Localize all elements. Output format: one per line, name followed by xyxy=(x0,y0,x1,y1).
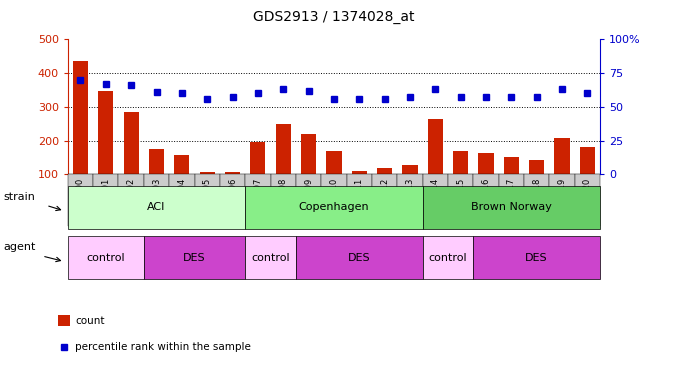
Bar xyxy=(529,160,544,208)
FancyBboxPatch shape xyxy=(346,174,372,226)
Text: GSM92213: GSM92213 xyxy=(405,177,414,223)
Text: DES: DES xyxy=(348,253,371,263)
Text: GSM92216: GSM92216 xyxy=(481,177,490,223)
FancyBboxPatch shape xyxy=(170,174,195,226)
FancyBboxPatch shape xyxy=(220,174,245,226)
Text: GSM92202: GSM92202 xyxy=(127,177,136,223)
Text: GSM92219: GSM92219 xyxy=(557,177,567,223)
FancyBboxPatch shape xyxy=(119,174,144,226)
FancyBboxPatch shape xyxy=(549,174,575,226)
FancyBboxPatch shape xyxy=(448,174,473,226)
Bar xyxy=(453,152,468,208)
FancyBboxPatch shape xyxy=(473,174,498,226)
Text: Copenhagen: Copenhagen xyxy=(298,202,370,212)
Bar xyxy=(174,155,189,208)
Bar xyxy=(301,134,316,208)
Text: control: control xyxy=(87,253,125,263)
Text: GSM92209: GSM92209 xyxy=(304,177,313,223)
Bar xyxy=(276,124,291,208)
Bar xyxy=(199,172,215,208)
FancyBboxPatch shape xyxy=(245,174,271,226)
Text: GSM92208: GSM92208 xyxy=(279,177,287,223)
Bar xyxy=(98,91,113,208)
Text: percentile rank within the sample: percentile rank within the sample xyxy=(75,342,251,352)
FancyBboxPatch shape xyxy=(195,174,220,226)
Text: GSM92203: GSM92203 xyxy=(152,177,161,223)
Text: GSM92220: GSM92220 xyxy=(583,177,592,223)
FancyBboxPatch shape xyxy=(144,174,170,226)
FancyBboxPatch shape xyxy=(372,174,397,226)
Text: GDS2913 / 1374028_at: GDS2913 / 1374028_at xyxy=(253,10,415,24)
Text: GSM92204: GSM92204 xyxy=(178,177,186,223)
Bar xyxy=(555,138,570,208)
Text: control: control xyxy=(428,253,467,263)
Text: GSM92201: GSM92201 xyxy=(101,177,111,223)
Bar xyxy=(250,142,266,208)
Text: GSM92217: GSM92217 xyxy=(507,177,516,223)
Bar xyxy=(352,171,367,208)
Bar xyxy=(149,149,164,208)
Text: count: count xyxy=(75,316,105,326)
Bar xyxy=(326,152,342,208)
Text: GSM92206: GSM92206 xyxy=(228,177,237,223)
Text: GSM92210: GSM92210 xyxy=(330,177,338,223)
Text: strain: strain xyxy=(3,192,35,202)
FancyBboxPatch shape xyxy=(422,174,448,226)
Bar xyxy=(377,168,392,208)
Text: GSM92218: GSM92218 xyxy=(532,177,541,223)
FancyBboxPatch shape xyxy=(397,174,422,226)
Text: GSM92211: GSM92211 xyxy=(355,177,364,223)
FancyBboxPatch shape xyxy=(93,174,119,226)
Text: agent: agent xyxy=(3,242,36,252)
Bar xyxy=(73,61,88,208)
Bar xyxy=(123,112,139,208)
Text: ACI: ACI xyxy=(147,202,165,212)
Bar xyxy=(580,147,595,208)
Bar xyxy=(225,172,240,208)
Text: GSM92212: GSM92212 xyxy=(380,177,389,223)
Text: GSM92214: GSM92214 xyxy=(431,177,440,223)
Text: GSM92200: GSM92200 xyxy=(76,177,85,223)
Text: GSM92205: GSM92205 xyxy=(203,177,212,223)
Bar xyxy=(428,118,443,208)
Text: DES: DES xyxy=(525,253,548,263)
FancyBboxPatch shape xyxy=(68,174,93,226)
FancyBboxPatch shape xyxy=(498,174,524,226)
FancyBboxPatch shape xyxy=(271,174,296,226)
Bar xyxy=(504,157,519,208)
Text: Brown Norway: Brown Norway xyxy=(471,202,552,212)
FancyBboxPatch shape xyxy=(524,174,549,226)
FancyBboxPatch shape xyxy=(575,174,600,226)
Text: DES: DES xyxy=(183,253,206,263)
FancyBboxPatch shape xyxy=(321,174,346,226)
FancyBboxPatch shape xyxy=(296,174,321,226)
Bar xyxy=(402,165,418,208)
Bar xyxy=(479,153,494,208)
Text: GSM92215: GSM92215 xyxy=(456,177,465,223)
Text: GSM92207: GSM92207 xyxy=(254,177,262,223)
Text: control: control xyxy=(252,253,290,263)
